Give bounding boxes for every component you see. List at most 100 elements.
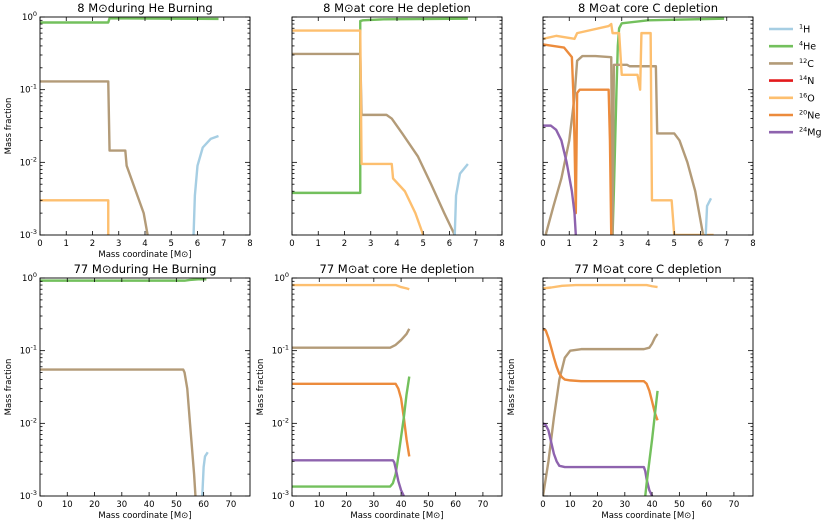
series-line-c12 xyxy=(40,80,149,235)
x-tick-label: 0 xyxy=(289,239,294,249)
y-tick-label: 10-1 xyxy=(20,344,37,357)
x-tick-label: 0 xyxy=(37,239,42,249)
x-tick-label: 1 xyxy=(567,239,572,249)
plot-frame xyxy=(39,277,251,497)
x-tick-label: 30 xyxy=(368,500,379,510)
legend-label-h1: 1H xyxy=(799,23,810,36)
panel-title: 77 M⊙during He Burning xyxy=(74,262,217,276)
series-line-o16 xyxy=(292,283,410,291)
y-tick-label: 100 xyxy=(274,271,289,284)
plot-frame xyxy=(291,277,503,497)
series-line-mg24 xyxy=(543,422,654,496)
panel-2: 0 1 2 3 4 5 6 7 8 8 M⊙at core He depletion xyxy=(289,1,504,249)
x-tick-label: 50 xyxy=(171,500,182,510)
x-tick-label: 2 xyxy=(342,239,347,249)
x-tick-label: 30 xyxy=(116,500,127,510)
x-tick-label: 70 xyxy=(225,500,236,510)
series-line-he4 xyxy=(40,17,219,24)
series-line-mg24 xyxy=(543,124,578,235)
panel-title: 8 M⊙at core C depletion xyxy=(578,1,718,15)
x-tick-label: 2 xyxy=(593,239,598,249)
series-line-he4 xyxy=(292,17,468,195)
x-tick-label: 0 xyxy=(289,500,294,510)
x-tick-label: 7 xyxy=(473,239,478,249)
x-tick-label: 6 xyxy=(195,239,200,249)
x-tick-label: 3 xyxy=(368,239,373,249)
panel-3: 0 1 2 3 4 5 6 7 8 8 M⊙at core C depletion xyxy=(540,1,755,249)
x-tick-label: 50 xyxy=(674,500,685,510)
x-tick-label: 1 xyxy=(64,239,69,249)
x-tick-label: 6 xyxy=(447,239,452,249)
x-tick-label: 30 xyxy=(619,500,630,510)
x-tick-label: 50 xyxy=(423,500,434,510)
panel-1: 0 1 2 3 4 5 6 7 8 10-3 10-2 10-1 100 8 M⊙during He Bu… xyxy=(4,1,253,260)
y-tick-label: 10-2 xyxy=(20,416,37,429)
y-axis-label: Mass fraction xyxy=(507,359,517,416)
x-tick-label: 10 xyxy=(62,500,73,510)
x-tick-label: 5 xyxy=(421,239,426,249)
panel-title: 77 M⊙at core C depletion xyxy=(574,262,721,276)
x-tick-label: 8 xyxy=(247,239,252,249)
x-tick-label: 40 xyxy=(396,500,407,510)
panel-4: 0 10 20 30 40 50 60 70 10-3 10-2 10-1 100 77 M⊙durin… xyxy=(4,262,251,521)
series-line-o16 xyxy=(292,29,425,235)
x-tick-label: 3 xyxy=(619,239,624,249)
series-line-ne20 xyxy=(292,382,411,457)
series-group xyxy=(543,283,659,496)
series-line-c12 xyxy=(292,52,456,235)
panel-title: 8 M⊙at core He depletion xyxy=(323,1,471,15)
series-line-h1 xyxy=(192,134,219,235)
plot-frame xyxy=(542,277,754,497)
series-line-h1 xyxy=(453,163,469,235)
x-tick-label: 60 xyxy=(198,500,209,510)
y-tick-label: 100 xyxy=(22,10,37,23)
x-tick-label: 7 xyxy=(724,239,729,249)
x-tick-label: 10 xyxy=(314,500,325,510)
x-tick-label: 20 xyxy=(341,500,352,510)
series-group xyxy=(40,278,209,496)
panel-5: 0 10 20 30 40 50 60 70 10-3 10-2 10-1 100 77 M⊙at co… xyxy=(256,262,503,521)
x-tick-label: 4 xyxy=(645,239,650,249)
legend-label-c12: 12C xyxy=(799,57,814,70)
x-axis-label: Mass coordinate [M⊙] xyxy=(350,511,443,521)
y-tick-label: 10-3 xyxy=(20,228,37,241)
x-tick-label: 60 xyxy=(450,500,461,510)
series-line-h1 xyxy=(201,451,209,496)
series-line-he4 xyxy=(292,376,411,488)
x-tick-label: 1 xyxy=(316,239,321,249)
y-tick-label: 10-2 xyxy=(20,155,37,168)
series-group xyxy=(543,17,725,235)
panel-title: 8 M⊙during He Burning xyxy=(77,1,212,15)
x-tick-label: 40 xyxy=(647,500,658,510)
series-line-c12 xyxy=(543,333,659,496)
series-group xyxy=(40,17,219,235)
y-tick-label: 100 xyxy=(22,271,37,284)
x-tick-label: 7 xyxy=(221,239,226,249)
y-axis-label: Mass fraction xyxy=(4,98,14,155)
series-line-he4 xyxy=(611,17,725,235)
legend-label-n14: 14N xyxy=(799,74,814,87)
series-line-he4 xyxy=(40,278,207,282)
y-axis-label: Mass fraction xyxy=(256,359,266,416)
x-tick-label: 0 xyxy=(540,239,545,249)
x-tick-label: 8 xyxy=(750,239,755,249)
x-tick-label: 5 xyxy=(169,239,174,249)
series-line-he4 xyxy=(644,390,659,496)
x-tick-label: 40 xyxy=(144,500,155,510)
x-tick-label: 70 xyxy=(728,500,739,510)
x-tick-label: 0 xyxy=(540,500,545,510)
legend-label-he4: 4He xyxy=(799,40,816,53)
x-tick-label: 60 xyxy=(701,500,712,510)
series-line-mg24 xyxy=(292,459,405,496)
x-tick-label: 2 xyxy=(90,239,95,249)
x-tick-label: 3 xyxy=(116,239,121,249)
y-tick-label: 10-1 xyxy=(20,83,37,96)
series-line-ne20 xyxy=(543,327,659,421)
legend-label-ne20: 20Ne xyxy=(799,109,820,122)
x-tick-label: 8 xyxy=(499,239,504,249)
series-line-c12 xyxy=(40,368,197,496)
legend-label-mg24: 24Mg xyxy=(799,126,822,139)
x-axis-label: Mass coordinate [M⊙] xyxy=(98,511,191,521)
series-group xyxy=(292,283,411,496)
x-tick-label: 20 xyxy=(592,500,603,510)
